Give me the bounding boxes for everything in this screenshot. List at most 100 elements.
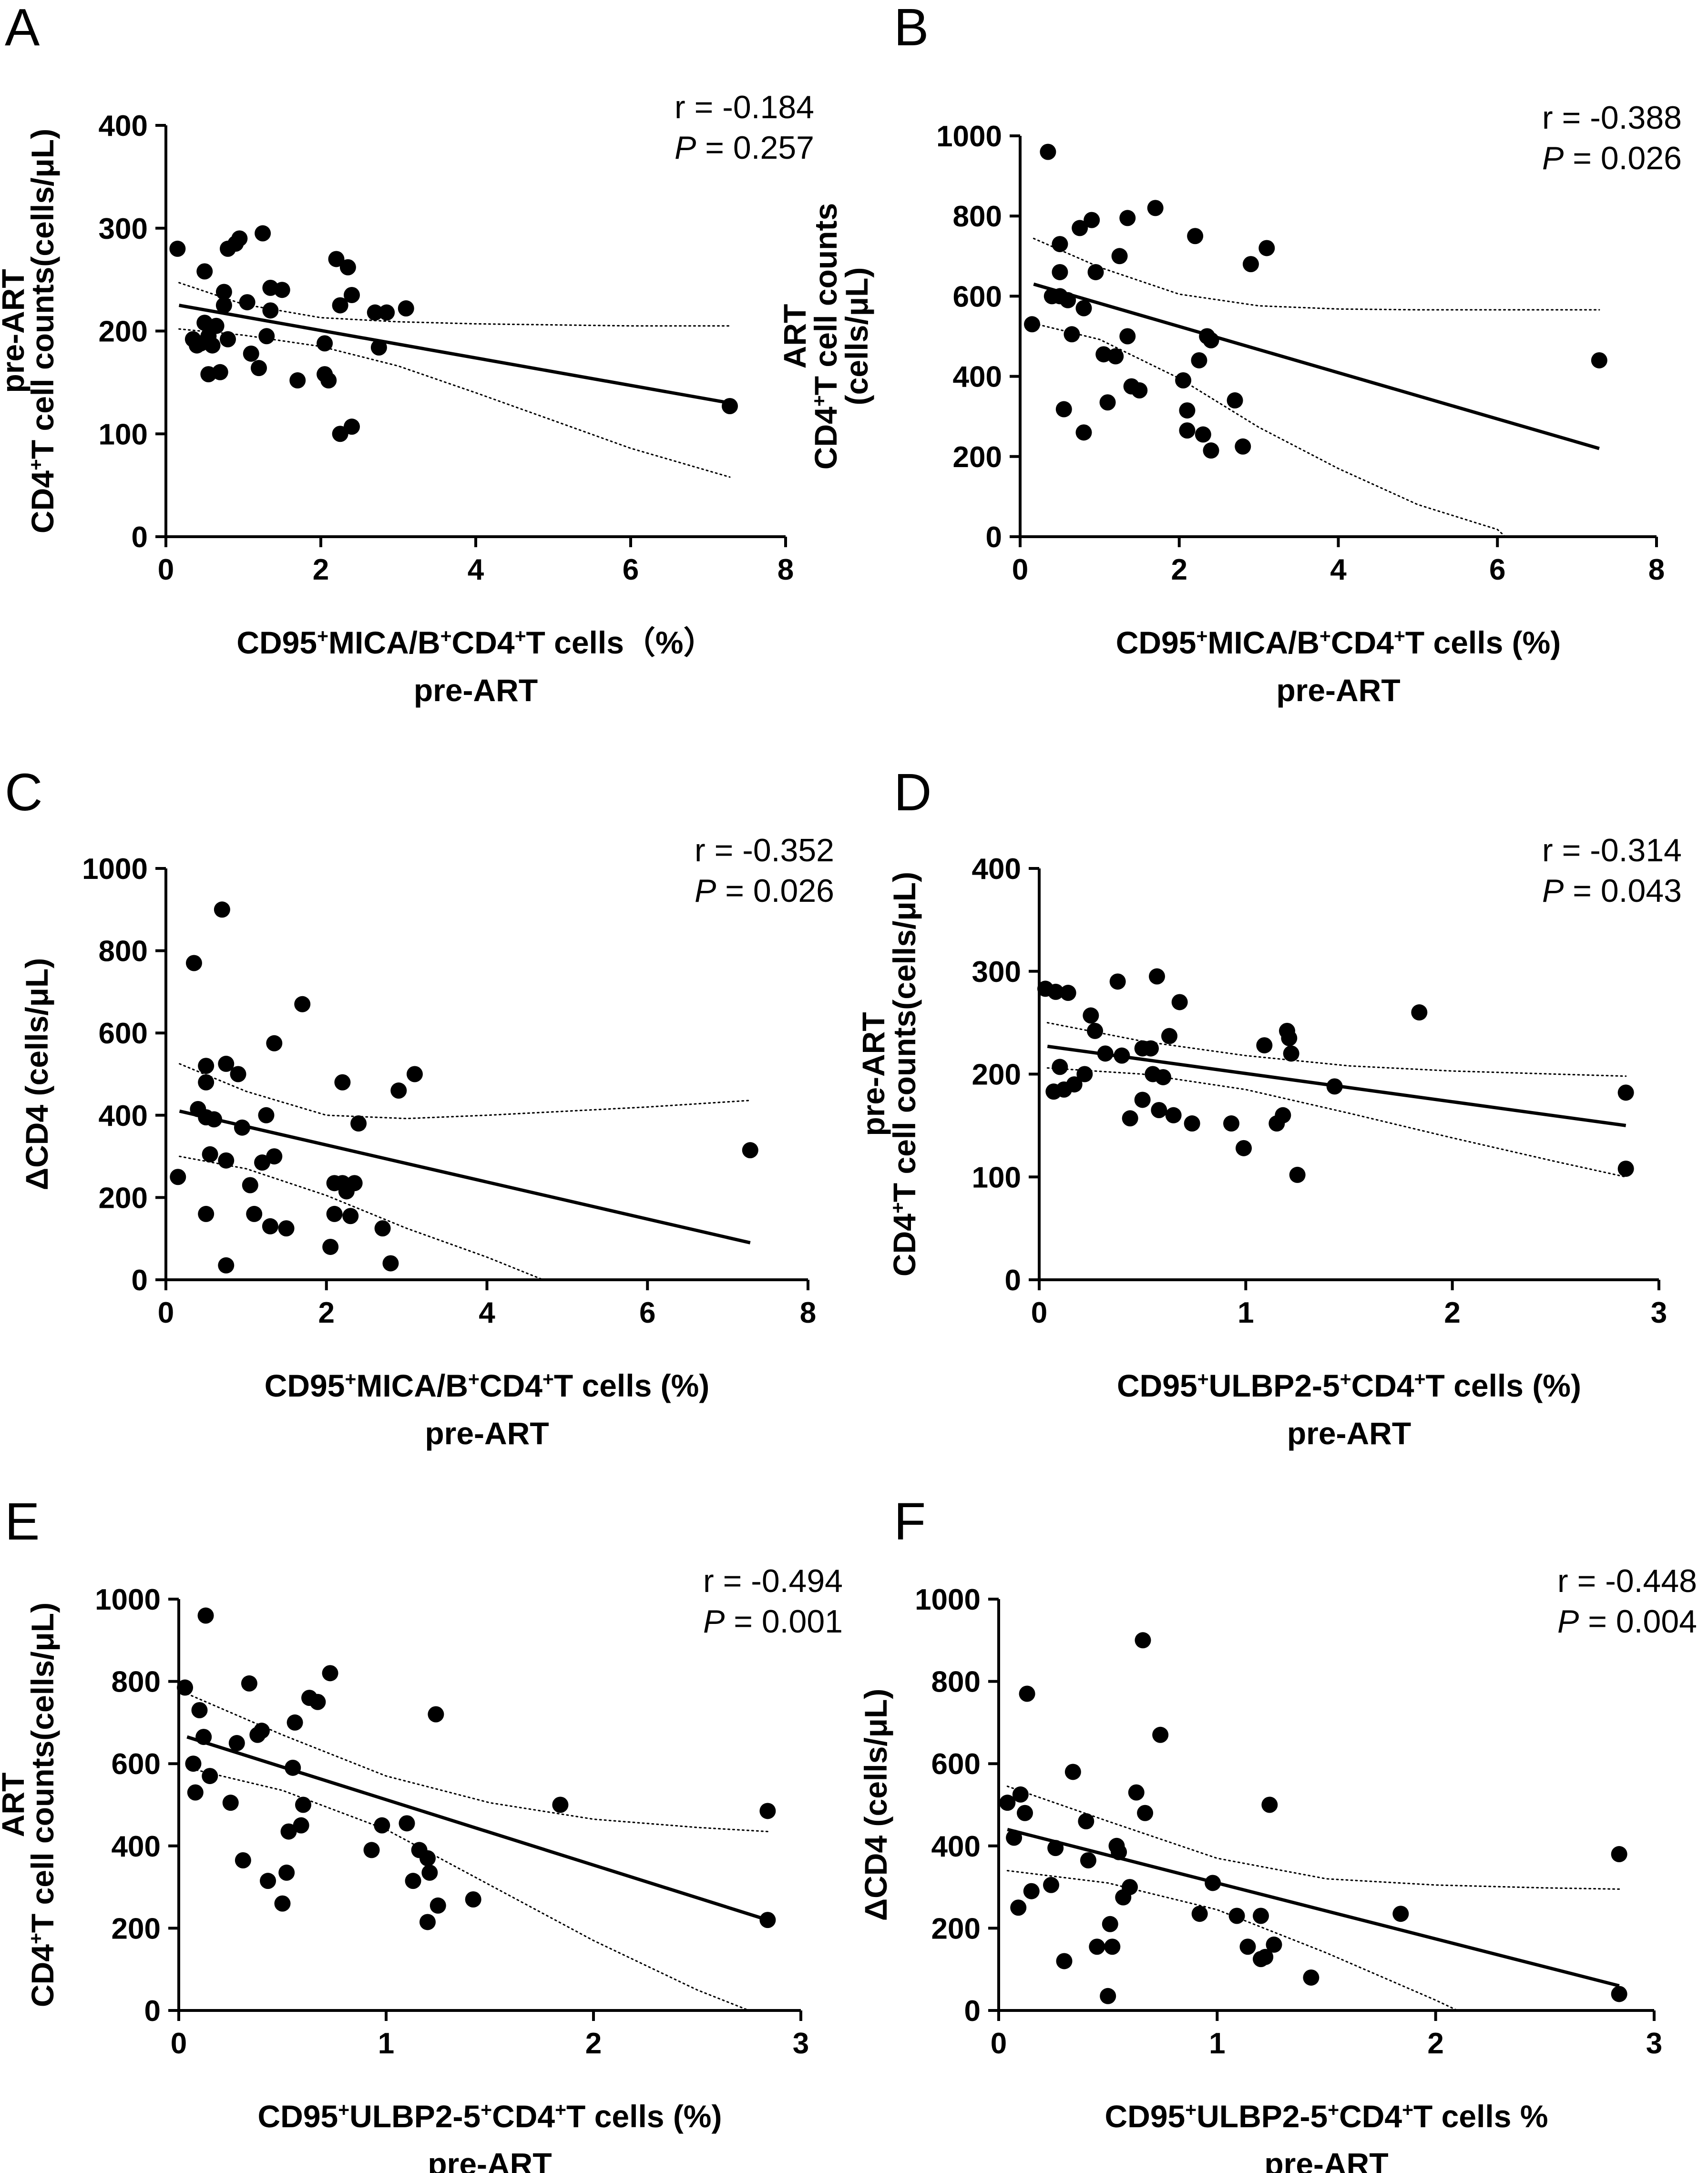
data-point	[1010, 1899, 1027, 1916]
data-point	[465, 1891, 481, 1908]
data-point	[169, 240, 186, 257]
data-point	[280, 1823, 297, 1840]
data-point	[1084, 212, 1100, 228]
data-point	[198, 1058, 215, 1074]
panel-letter: E	[5, 1492, 40, 1551]
data-point	[254, 1723, 270, 1739]
data-point	[1114, 1047, 1130, 1064]
data-point	[228, 1735, 245, 1752]
data-point	[1184, 1115, 1200, 1132]
data-point	[419, 1850, 436, 1867]
data-point	[1017, 1805, 1033, 1821]
data-point	[1083, 1007, 1099, 1024]
panel-B: B 0 200 400 600 800 1000 0 2 4 6 8 r = -0.388 P = 0.0…	[777, 0, 1682, 708]
x-tick-label: 8	[1648, 553, 1665, 586]
x-axis-sublabel: pre-ART	[1264, 2146, 1388, 2173]
y-axis-label: ΔCD4 (cells/μL)	[19, 958, 54, 1191]
y-tick-label: 0	[986, 521, 1002, 554]
data-point	[342, 1208, 359, 1224]
data-point	[1165, 1107, 1182, 1123]
data-point	[1102, 1916, 1118, 1932]
data-point	[759, 1803, 776, 1819]
data-point	[1043, 1877, 1059, 1893]
stat-p: P = 0.026	[695, 873, 834, 909]
data-point	[170, 1169, 186, 1185]
y-tick-label: 800	[931, 1666, 981, 1699]
data-point	[421, 1864, 438, 1881]
data-point	[317, 335, 333, 352]
data-point	[251, 360, 267, 377]
data-point	[1087, 264, 1104, 280]
data-point	[266, 1148, 283, 1165]
data-point	[246, 1205, 263, 1222]
data-point	[1175, 372, 1192, 389]
data-point	[1191, 1906, 1208, 1922]
data-point	[1179, 422, 1196, 439]
x-tick-label: 0	[1031, 1296, 1047, 1329]
data-point	[1100, 1988, 1116, 2004]
data-point	[552, 1796, 569, 1813]
data-point	[722, 398, 738, 414]
data-point	[1078, 1813, 1094, 1830]
data-point	[1075, 424, 1092, 441]
x-axis-label: CD95+ULBP2-5+CD4+T cells (%)	[258, 2099, 722, 2134]
data-point	[1131, 382, 1148, 399]
data-point	[1087, 1022, 1103, 1039]
data-point	[1012, 1786, 1029, 1803]
x-axis-sublabel: pre-ART	[428, 2146, 552, 2173]
x-tick-label: 6	[639, 1296, 655, 1329]
x-tick-label: 3	[793, 2027, 809, 2060]
data-point	[1128, 1784, 1145, 1801]
panel-E: E 0 200 400 600 800 1000 0 1 2 3 r = -0.494 P = 0.00…	[0, 1492, 843, 2173]
data-point	[1055, 401, 1072, 418]
y-tick-label: 1000	[936, 120, 1002, 153]
data-point	[1143, 1040, 1159, 1057]
stat-p: P = 0.026	[1542, 140, 1682, 176]
data-point	[208, 317, 225, 334]
data-point	[198, 1205, 215, 1222]
y-axis-label: ART	[777, 304, 812, 369]
y-tick-label: 400	[112, 1830, 161, 1863]
y-axis-label: ΔCD4 (cells/μL)	[858, 1689, 893, 1921]
data-point	[405, 1873, 421, 1889]
data-point	[231, 230, 248, 247]
data-point	[195, 1729, 212, 1745]
y-tick-label: 1000	[82, 853, 148, 886]
x-tick-label: 3	[1646, 2027, 1662, 2060]
data-point	[1611, 1986, 1627, 2002]
data-point	[285, 1759, 301, 1776]
x-tick-label: 0	[158, 1296, 174, 1329]
data-point	[1111, 1844, 1127, 1860]
data-point	[1258, 240, 1275, 256]
data-point	[350, 1115, 367, 1132]
ci-upper-line	[178, 282, 731, 327]
data-point	[204, 337, 221, 354]
data-point	[367, 304, 383, 321]
y-axis-label: pre-ART	[856, 1012, 891, 1136]
y-axis-label: CD4+T cell counts(cells/μL)	[25, 129, 60, 533]
data-point	[286, 1714, 303, 1731]
x-tick-label: 6	[1489, 553, 1505, 586]
data-point	[202, 1768, 218, 1785]
stat-r: r = -0.388	[1542, 100, 1682, 136]
x-tick-label: 4	[1330, 553, 1347, 586]
regression-line	[179, 1109, 751, 1245]
x-tick-label: 4	[468, 553, 484, 586]
ci-lower-line	[186, 1767, 750, 2011]
ci-lower-line	[1033, 323, 1506, 538]
y-tick-label: 400	[99, 1100, 148, 1132]
data-point	[1111, 248, 1128, 265]
data-point	[1119, 328, 1136, 345]
stat-r: r = -0.448	[1557, 1563, 1697, 1599]
stat-r: r = -0.314	[1542, 832, 1682, 868]
data-point	[295, 1796, 311, 1813]
data-point	[1089, 1938, 1105, 1955]
data-point	[759, 1912, 776, 1928]
panel-F: F 0 200 400 600 800 1000 0 1 2 3 r = -0.448 P = 0.00…	[858, 1492, 1697, 2173]
data-point	[1119, 210, 1136, 226]
data-point	[260, 1873, 276, 1889]
data-point	[1076, 1066, 1093, 1082]
data-point	[1066, 1076, 1083, 1093]
data-point	[382, 1255, 399, 1272]
data-point	[339, 259, 356, 275]
